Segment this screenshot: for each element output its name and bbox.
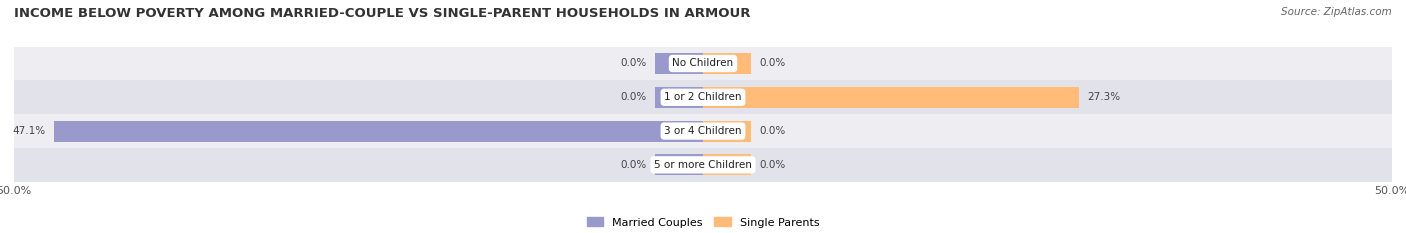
Bar [53,121,703,141]
Bar [703,53,751,74]
Text: 0.0%: 0.0% [620,160,647,170]
Text: 0.0%: 0.0% [759,126,786,136]
Bar [14,47,1392,80]
Text: Source: ZipAtlas.com: Source: ZipAtlas.com [1281,7,1392,17]
Text: 5 or more Children: 5 or more Children [654,160,752,170]
Bar [703,121,751,141]
Text: 1 or 2 Children: 1 or 2 Children [664,92,742,102]
Legend: Married Couples, Single Parents: Married Couples, Single Parents [586,217,820,228]
Text: 3 or 4 Children: 3 or 4 Children [664,126,742,136]
Text: INCOME BELOW POVERTY AMONG MARRIED-COUPLE VS SINGLE-PARENT HOUSEHOLDS IN ARMOUR: INCOME BELOW POVERTY AMONG MARRIED-COUPL… [14,7,751,20]
Bar [655,53,703,74]
Bar [14,80,1392,114]
Bar [703,87,1080,108]
Text: 0.0%: 0.0% [620,92,647,102]
Text: 0.0%: 0.0% [759,160,786,170]
Text: 47.1%: 47.1% [13,126,46,136]
Bar [655,87,703,108]
Bar [703,154,751,175]
Bar [14,114,1392,148]
Bar [14,148,1392,182]
Text: No Children: No Children [672,58,734,69]
Text: 27.3%: 27.3% [1087,92,1121,102]
Text: 0.0%: 0.0% [620,58,647,69]
Text: 0.0%: 0.0% [759,58,786,69]
Bar [655,154,703,175]
